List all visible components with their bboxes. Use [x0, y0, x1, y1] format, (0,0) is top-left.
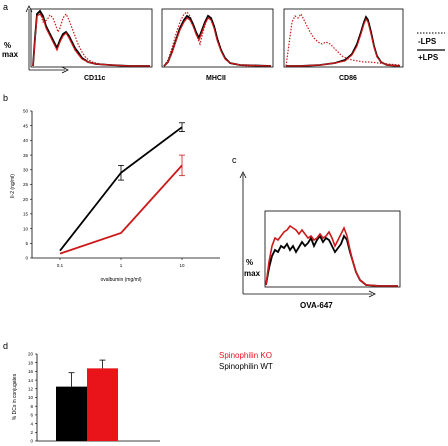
panel-d-ytick-label: 2	[30, 430, 33, 435]
histogram-mhcii-plus-lps-red	[163, 17, 272, 67]
panel-b-ytick-label: 20	[23, 197, 29, 202]
panel-d-ytick-label: 18	[28, 360, 34, 365]
panel-label-d: d	[3, 341, 8, 351]
panel-label-c: c	[232, 155, 237, 165]
panel-d-ytick-label: 14	[28, 378, 34, 383]
panel-c-ylabel-line2: max	[244, 269, 261, 278]
panel-d-ytick-label: 12	[28, 387, 34, 392]
panel-a-ylabel-line1: %	[4, 41, 11, 50]
histogram-box-ova	[264, 210, 401, 288]
panel-a-x-arrow	[61, 66, 69, 74]
histogram-cd11c-plus-lps-red	[32, 13, 150, 67]
histogram-box-cd11c	[30, 8, 153, 68]
panel-d-ylabel: % DCs in conjugates	[12, 373, 18, 420]
histogram-xlabel-cd86: CD86	[339, 75, 357, 82]
panel-d-bar-1	[87, 368, 118, 441]
panel-d-bar-0	[56, 386, 87, 441]
histogram-box-mhcii	[161, 8, 274, 68]
panel-a-ylabel-line2: max	[2, 50, 19, 59]
panel-d-ytick-label: 6	[30, 413, 33, 418]
legend-label-spinophilin-wt: Spinophilin WT	[219, 362, 273, 371]
panel-c-x-arrow	[368, 290, 376, 298]
histogram-ova-red	[265, 224, 398, 287]
histogram-box-cd86	[283, 8, 404, 68]
panel-b: 0 5 10 15 20 25 30 35 40 45 50 0.1 1 10 Il-2 (ng/ml)…	[10, 109, 220, 283]
panel-c: % max OVA-647	[239, 171, 401, 310]
panel-d-ytick-label: 10	[28, 395, 34, 400]
panel-b-xlabel: ovalbumin (mg/ml)	[100, 277, 141, 283]
panel-d-ytick-label: 4	[30, 421, 33, 426]
panel-d-ytick-label: 0	[30, 439, 33, 444]
panel-b-ylabel: Il-2 (ng/ml)	[10, 174, 16, 198]
panel-label-a: a	[3, 2, 8, 12]
panel-b-ytick-label: 40	[23, 138, 29, 143]
legend-label-spinophilin-ko: Spinophilin KO	[219, 351, 272, 360]
panel-b-ytick-label: 30	[23, 168, 29, 173]
legend-label-minus-lps: -LPS	[418, 37, 437, 46]
legend-label-plus-lps: +LPS	[418, 53, 439, 62]
panel-b-ytick-label: 10	[23, 226, 29, 231]
histogram-cd86-plus-lps-black	[286, 15, 401, 67]
histogram-xlabel-mhcii: MHCII	[206, 75, 226, 82]
histogram-cd86-plus-lps-red	[286, 17, 401, 67]
panel-b-ytick-label: 50	[23, 109, 29, 114]
panel-b-ytick-label: 45	[23, 123, 29, 128]
panel-a: % max CD11c MHCII CD86 -LPS +LPS	[2, 5, 445, 82]
panel-label-b: b	[3, 93, 8, 103]
panel-d-ytick-label: 20	[28, 352, 34, 357]
panel-b-ytick-label: 35	[23, 153, 29, 158]
panel-b-ytick-label: 15	[23, 212, 29, 217]
panel-c-y-arrow	[239, 171, 247, 179]
panel-b-ytick-label: 0	[25, 256, 28, 261]
panel-b-ytick-label: 25	[23, 182, 29, 187]
panel-c-ylabel-line1: %	[246, 258, 253, 267]
panel-b-xtick-label: 1	[120, 263, 123, 268]
panel-b-series-line-1	[59, 164, 183, 255]
histogram-ova-black	[265, 234, 398, 287]
histogram-xlabel-cd11c: CD11c	[84, 75, 106, 82]
histogram-cd11c-minus-lps	[32, 11, 150, 67]
panel-b-xtick-label: 0.1	[57, 263, 64, 268]
panel-b-xtick-label: 10	[179, 263, 185, 268]
panel-d: 0 2 4 6 8 10 12 14 16 18 20 % DCs in conjugates Sp…	[12, 351, 273, 444]
histogram-cd86-minus-lps	[285, 12, 401, 67]
panel-b-ytick-label: 5	[25, 241, 28, 246]
panel-c-xlabel: OVA-647	[300, 301, 333, 310]
histogram-cd11c-plus-lps-black	[32, 9, 150, 67]
panel-d-ytick-label: 16	[28, 369, 34, 374]
panel-d-ytick-label: 8	[30, 404, 33, 409]
